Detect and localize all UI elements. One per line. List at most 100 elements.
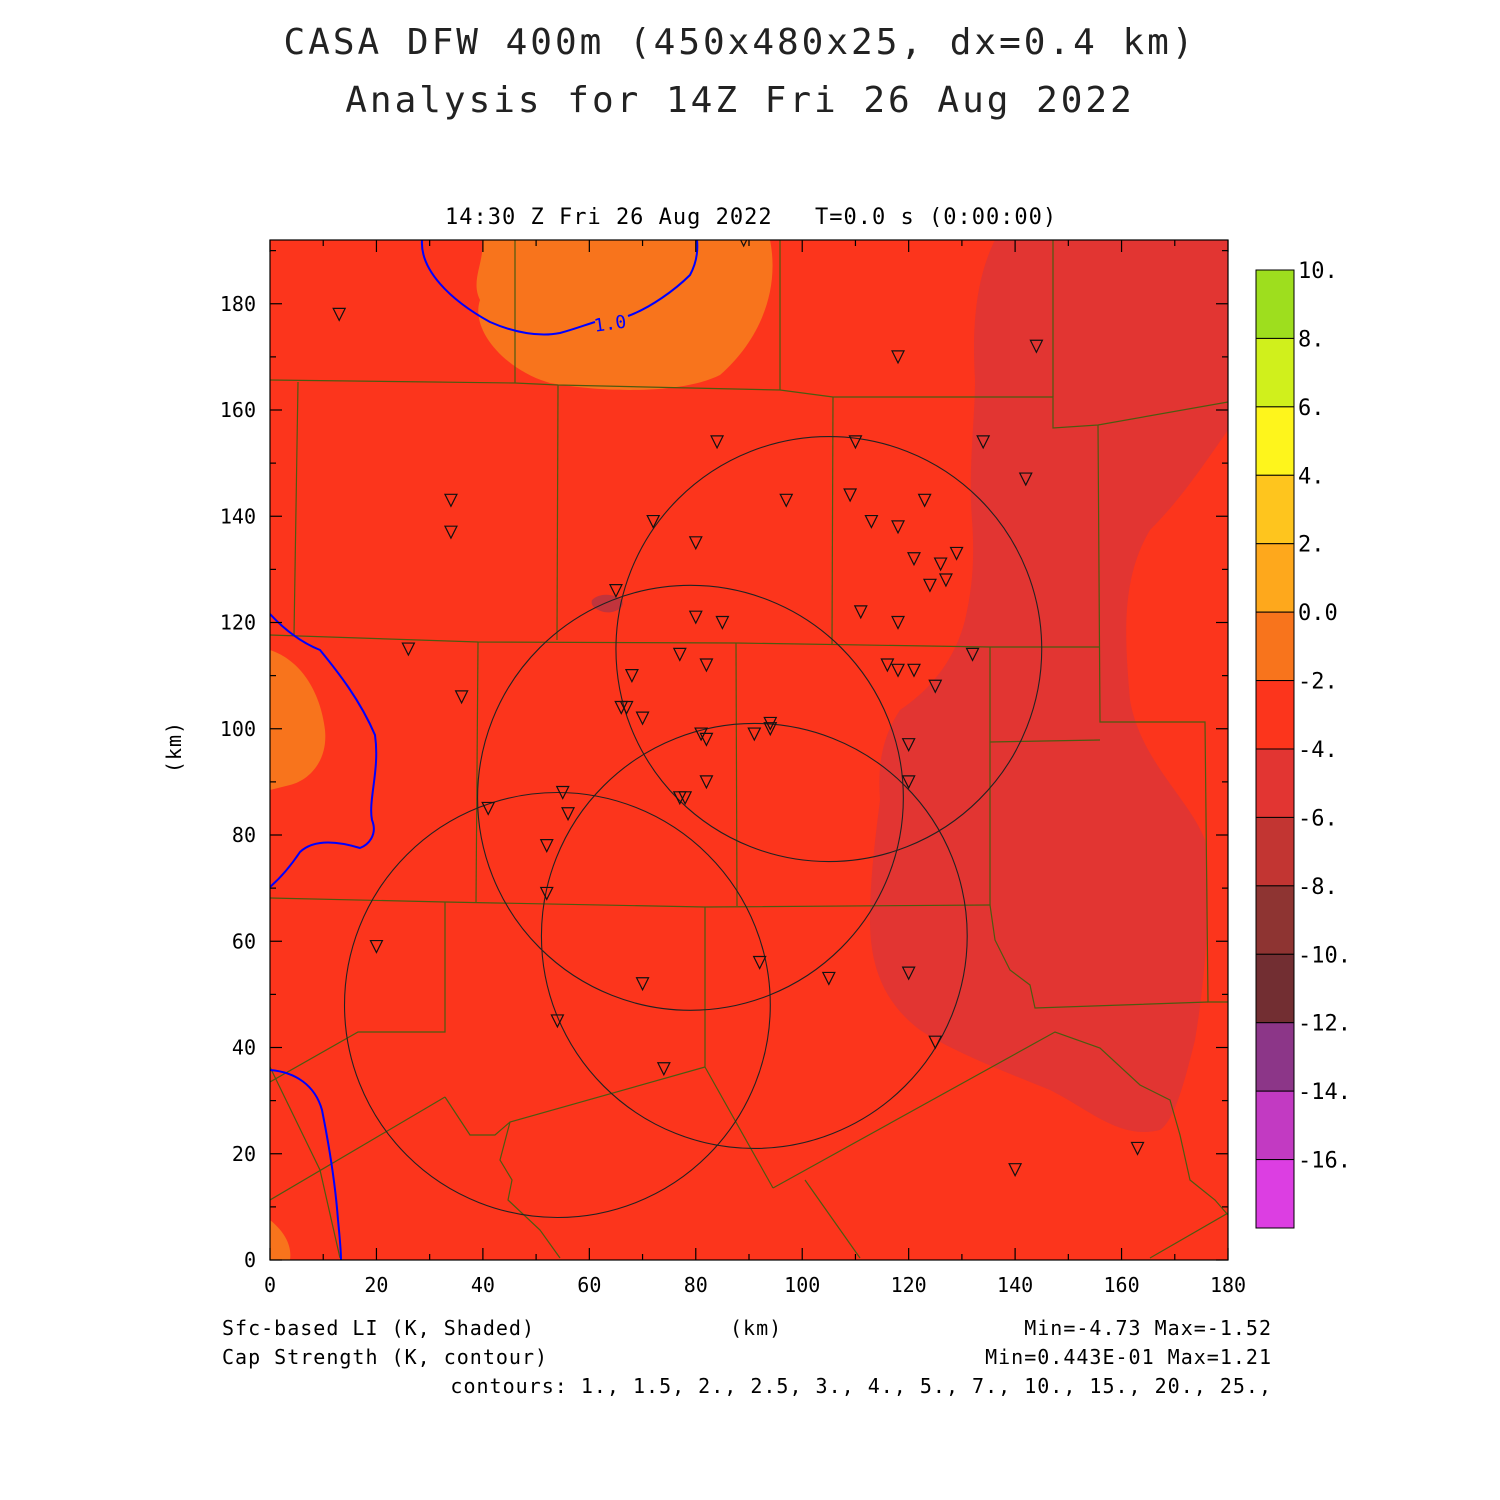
axis-tick-labels: 0 20 40 60 80 100 120 140 160 180 0 20 40 60 80 100 120 1… [220,292,1246,1297]
station-marker [907,663,921,678]
station-marker [779,493,794,508]
station-marker [550,1014,565,1029]
station-marker [821,971,836,986]
colorbar-swatch [1255,748,1295,818]
station-marker [891,615,905,630]
station-marker [901,775,916,790]
y-tick-label: 180 [220,292,256,316]
title-line-2: Analysis for 14Z Fri 26 Aug 2022 [345,80,1135,121]
station-marker [635,711,650,726]
station-marker [561,807,576,822]
x-axis-label: (km) [730,1316,783,1340]
colorbar-label: 4. [1298,464,1325,489]
station-marker [608,584,623,598]
x-tick-label: 40 [471,1273,495,1297]
x-tick-label: 60 [577,1273,601,1297]
station-marker [443,493,458,508]
station-marker [332,307,347,322]
station-marker [646,514,661,529]
colorbar-swatch [1255,269,1295,339]
forecast-time: T=0.0 s (0:00:00) [815,205,1058,230]
radar-ring [540,722,968,1149]
shaded-field-label: Sfc-based LI (K, Shaded) [222,1316,535,1340]
x-tick-label: 0 [264,1273,276,1297]
station-marker [891,350,905,365]
station-marker [614,700,629,715]
station-marker [454,690,469,705]
shaded-min-max: Min=-4.73 Max=-1.52 [1024,1316,1272,1340]
station-marker [922,578,937,593]
station-marker [1008,1163,1023,1178]
colorbar-label: -14. [1298,1080,1351,1105]
station-marker [891,520,905,535]
station-marker [848,435,863,450]
station-marker [369,939,384,954]
station-marker [443,525,458,540]
y-tick-label: 80 [232,823,256,847]
station-marker [555,785,570,800]
y-tick-label: 100 [220,717,256,741]
y-axis-label: (km) [162,720,187,774]
station-marker [694,727,709,742]
y-tick-label: 20 [232,1142,256,1166]
station-marker [699,658,714,673]
colorbar-label: 10. [1298,259,1338,284]
station-marker [752,955,767,970]
colorbar-swatch [1255,953,1295,1024]
colorbar-swatch [1255,337,1295,408]
colorbar-swatch [1255,406,1295,476]
x-tick-label: 80 [684,1273,708,1297]
station-marker [1029,339,1044,354]
x-tick-label: 20 [364,1273,388,1297]
contour-field-label: Cap Strength (K, contour) [222,1345,549,1369]
station-marker [965,647,980,662]
station-marker [539,886,554,901]
colorbar-swatch [1255,816,1295,887]
y-tick-label: 40 [232,1036,256,1060]
y-tick-label: 60 [232,929,256,953]
county-boundaries [270,240,1228,1259]
colorbar-label: -8. [1298,875,1338,900]
colorbar-label: -2. [1298,670,1338,695]
li-field-orange-sw [270,1220,291,1260]
li-field-orange-west [270,650,326,790]
colorbar-label: 2. [1298,533,1325,558]
contour-min-max: Min=0.443E-01 Max=1.21 [985,1345,1272,1369]
colorbar-swatch [1255,611,1295,682]
station-marker [901,966,916,981]
colorbar-label: -16. [1298,1149,1351,1174]
colorbar-label: -12. [1298,1012,1351,1037]
colorbar-label: -10. [1298,943,1351,968]
station-marker [901,738,916,753]
station-marker [688,536,703,551]
y-tick-label: 140 [220,504,256,528]
station-marker [864,514,879,529]
station-marker [656,1062,671,1077]
x-tick-label: 140 [997,1273,1033,1297]
station-marker [853,605,868,620]
station-marker [539,839,554,853]
radar-range-rings [343,436,1043,1219]
colorbar-label: -4. [1298,738,1338,763]
station-marker [928,679,943,694]
station-marker [624,669,639,683]
station-marker [672,647,687,662]
station-marker [917,493,932,508]
x-tick-label: 160 [1103,1273,1139,1297]
colorbar-label: 8. [1298,327,1325,352]
station-marker [843,488,858,503]
axis-ticks [269,240,1229,1261]
station-marker [1130,1141,1145,1156]
li-field-orange-north [476,240,773,390]
station-marker [763,716,778,731]
station-marker [1018,472,1033,487]
title-line-1: CASA DFW 400m (450x480x25, dx=0.4 km) [283,22,1197,63]
colorbar-swatch [1255,1159,1295,1229]
station-marker [747,727,762,742]
contour-levels: contours: 1., 1.5, 2., 2.5, 3., 4., 5., … [450,1374,1272,1398]
li-field-darker-east [870,240,1228,1132]
station-marker [880,658,895,673]
cap-strength-contours [270,240,699,1260]
colorbar-swatch [1255,885,1295,955]
